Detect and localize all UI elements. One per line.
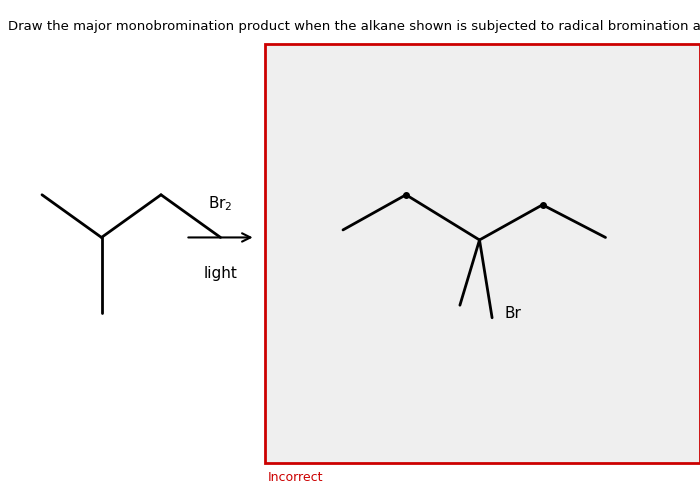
Text: light: light — [204, 266, 237, 281]
Text: Draw the major monobromination product when the alkane shown is subjected to rad: Draw the major monobromination product w… — [8, 20, 700, 33]
Text: Br$_2$: Br$_2$ — [208, 194, 233, 213]
Bar — [265, 45, 700, 463]
Text: Incorrect: Incorrect — [267, 470, 323, 483]
Text: Br: Br — [505, 306, 522, 321]
